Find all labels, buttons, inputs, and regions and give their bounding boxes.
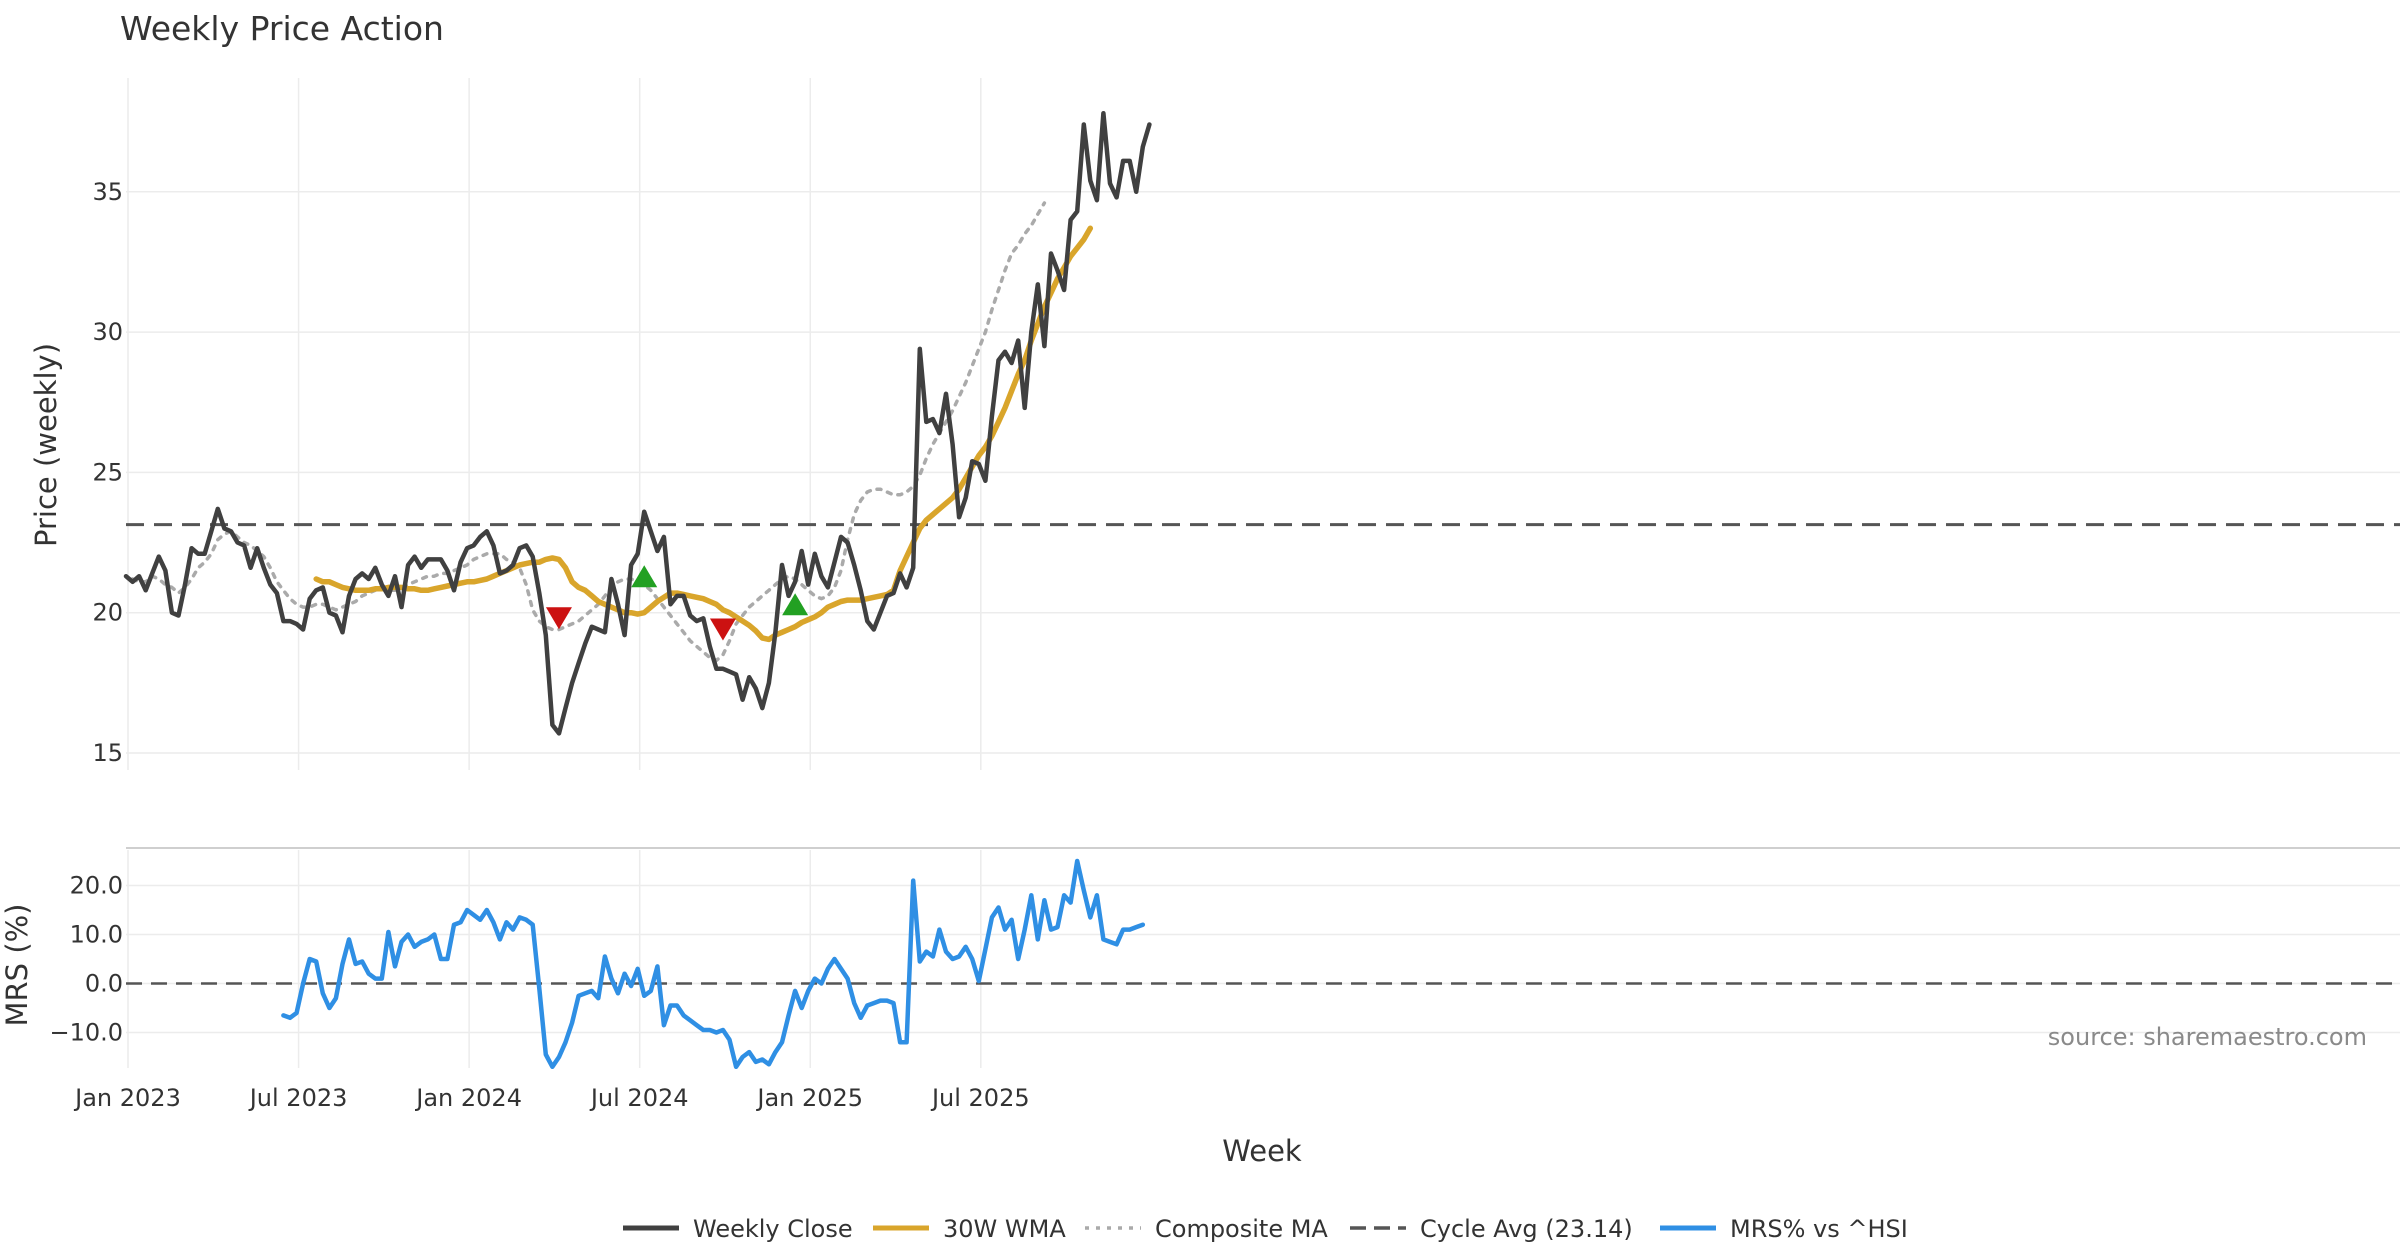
x-tick-label: Jan 2023 [73,1084,181,1112]
x-tick-label: Jul 2024 [589,1084,689,1112]
mrs-y-tick-label: 0.0 [85,970,123,998]
legend-label: Weekly Close [693,1215,853,1243]
price-y-tick-label: 25 [92,458,123,486]
legend-label: Composite MA [1155,1215,1328,1243]
x-tick-label: Jan 2025 [755,1084,863,1112]
mrs-y-tick-label: 10.0 [70,921,123,949]
series-mrs-vs-hsi [281,858,1146,1070]
legend-label: MRS% vs ^HSI [1730,1215,1908,1243]
source-note: source: sharemaestro.com [2048,1023,2367,1051]
sell-signal-marker [545,607,572,630]
mrs-y-tick-label: 20.0 [70,872,123,900]
mrs-panel: −10.0 0.0 10.0 20.0 [49,847,2400,1070]
price-y-axis-label: Price (weekly) [29,343,63,547]
series-30w-wma [313,225,1094,643]
legend: Weekly Close 30W WMA Composite MA Cycle Avg… [623,1215,1908,1243]
buy-signal-marker [631,565,658,588]
x-tick-label: Jul 2025 [930,1084,1030,1112]
series-weekly-close [123,110,1152,736]
mrs-y-axis-label: MRS (%) [0,904,34,1027]
buy-signal-marker [782,593,809,616]
x-tick-label: Jul 2023 [248,1084,348,1112]
grid-layer [126,78,2400,1068]
mrs-y-tick-label: −10.0 [49,1019,123,1047]
x-axis: Jan 2023 Jul 2023 Jan 2024 Jul 2024 Jan 2025… [73,1084,1029,1112]
price-y-tick-label: 15 [92,739,123,767]
series-composite-ma [130,201,1047,663]
x-tick-label: Jan 2024 [414,1084,522,1112]
legend-label: Cycle Avg (23.14) [1420,1215,1633,1243]
price-y-tick-label: 20 [92,599,123,627]
sell-signal-marker [709,618,736,641]
price-panel: 15 20 25 30 35 [92,110,2400,767]
chart-title: Weekly Price Action [120,9,444,48]
legend-label: 30W WMA [943,1215,1066,1243]
x-axis-label: Week [1222,1134,1302,1168]
price-y-tick-label: 35 [92,178,123,206]
price-y-tick-label: 30 [92,318,123,346]
